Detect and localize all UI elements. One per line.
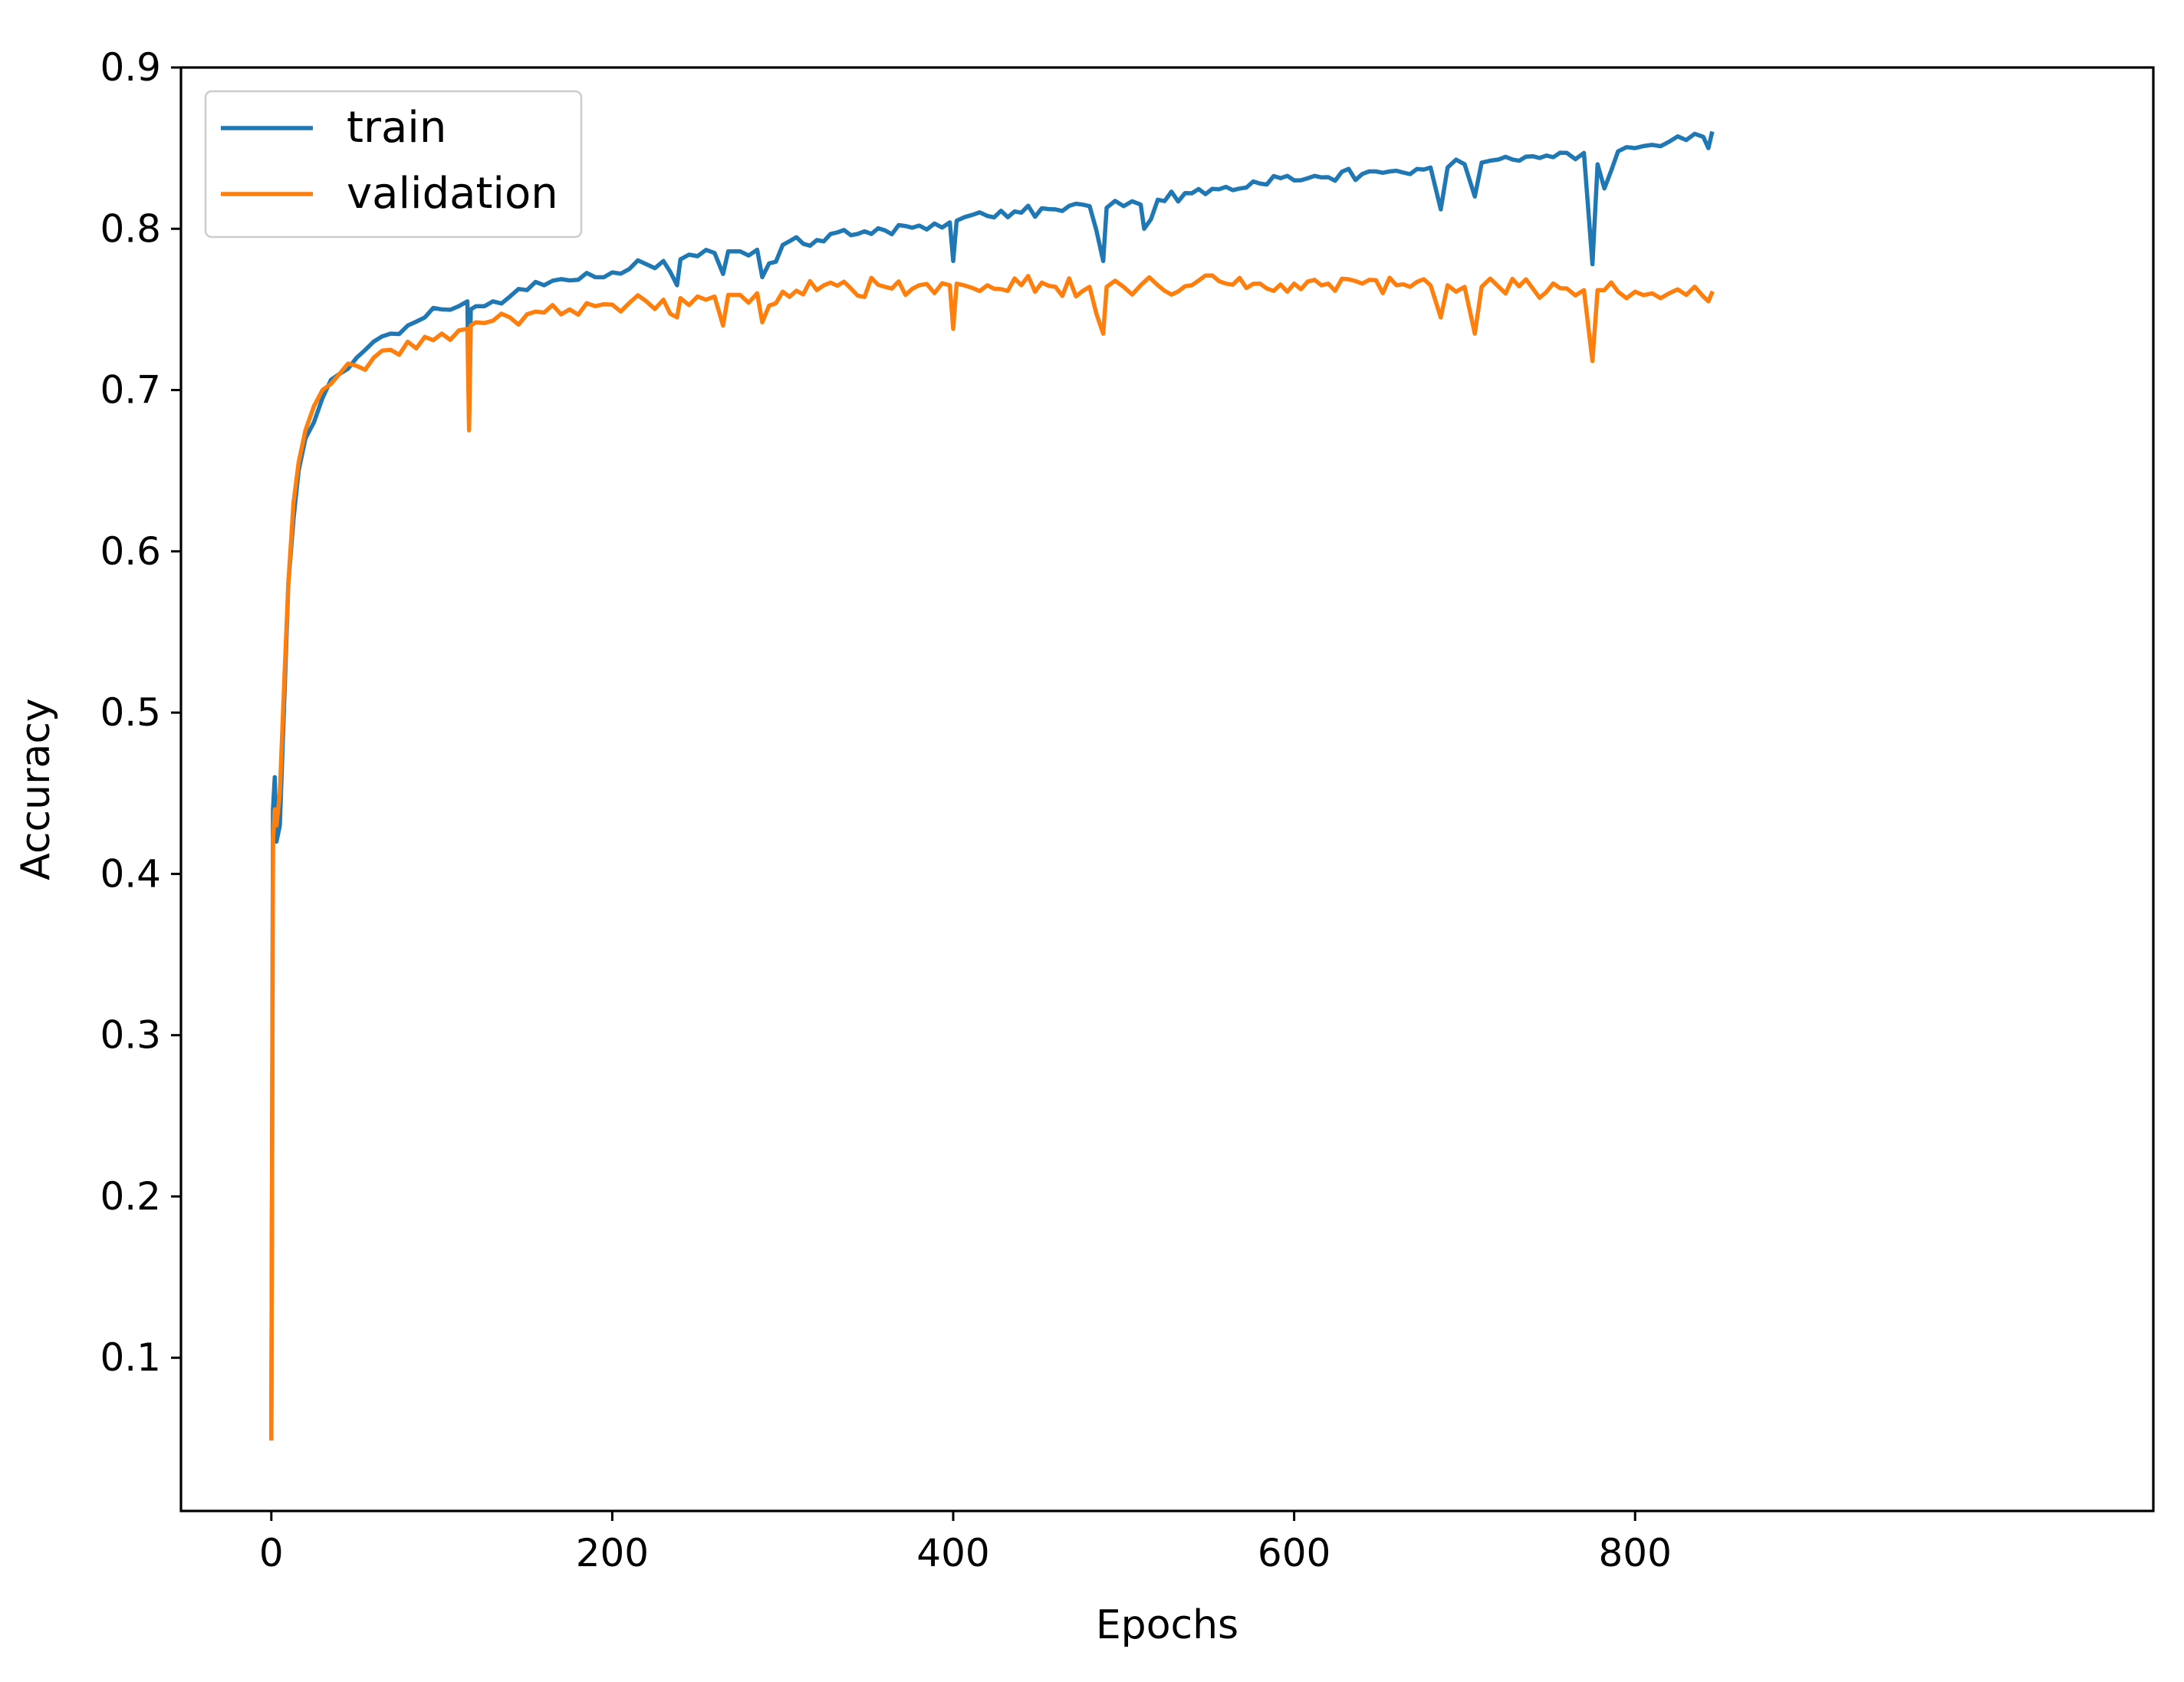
y-tick-label: 0.6 <box>100 529 161 574</box>
series-layer <box>269 130 1715 1441</box>
x-tick-label: 0 <box>259 1531 284 1575</box>
x-tick-label: 400 <box>916 1531 989 1575</box>
legend: train validation <box>204 90 583 239</box>
x-tick-label: 200 <box>576 1531 649 1575</box>
y-tick-label: 0.7 <box>100 368 161 413</box>
plot-frame <box>179 66 2155 1512</box>
y-tick-label: 0.1 <box>100 1335 161 1380</box>
legend-label-train: train <box>347 103 446 153</box>
x-axis-ticks: 0 200 400 600 800 <box>259 1511 1672 1575</box>
legend-label-validation: validation <box>347 169 558 219</box>
y-tick-label: 0.9 <box>100 45 161 90</box>
series-line-validation <box>269 273 1715 1441</box>
plot-area-background <box>181 67 2153 1511</box>
y-axis-ticks: 0.1 0.2 0.3 0.4 0.5 0.6 0.7 0.8 0.9 <box>100 45 181 1380</box>
y-tick-label: 0.2 <box>100 1174 161 1219</box>
y-tick-label: 0.3 <box>100 1013 161 1058</box>
y-tick-label: 0.4 <box>100 851 161 896</box>
series-line-train <box>269 130 1715 1441</box>
x-axis-label: Epochs <box>1096 1602 1238 1648</box>
x-tick-label: 800 <box>1598 1531 1671 1575</box>
y-tick-label: 0.8 <box>100 206 161 251</box>
x-tick-label: 600 <box>1258 1531 1330 1575</box>
y-tick-label: 0.5 <box>100 690 161 735</box>
y-axis-label: Accuracy <box>13 698 59 880</box>
